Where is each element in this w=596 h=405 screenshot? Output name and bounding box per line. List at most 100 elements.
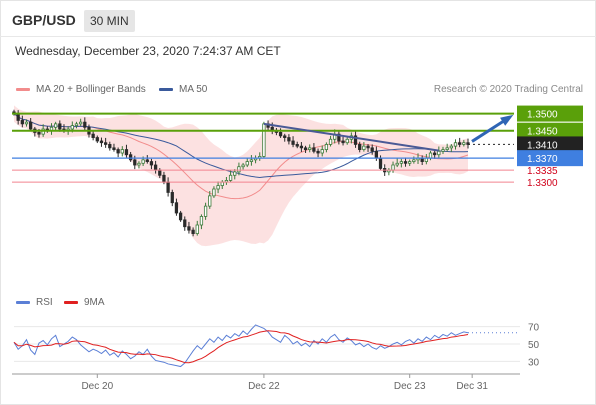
candle — [54, 121, 58, 131]
candle — [191, 227, 195, 237]
candle-body — [166, 181, 170, 193]
candle — [233, 169, 237, 180]
candle-body — [408, 161, 412, 164]
candle — [112, 143, 116, 152]
candle-body — [95, 137, 99, 142]
candle — [187, 221, 191, 234]
rsi-level-label: 30 — [528, 357, 540, 368]
rsi-line — [13, 324, 469, 368]
candle — [358, 141, 362, 153]
ma20-swatch — [16, 88, 30, 91]
candle-body — [29, 121, 33, 130]
candle-body — [20, 120, 24, 125]
candle — [83, 117, 87, 132]
research-credit: Research © 2020 Trading Central — [433, 84, 583, 95]
candle-body — [228, 174, 233, 181]
candle — [20, 115, 24, 128]
forecast-arrow-head — [500, 114, 514, 126]
candle — [74, 121, 79, 129]
candle-body — [295, 144, 299, 147]
candle-body — [283, 135, 287, 138]
candle — [108, 141, 112, 151]
candle — [203, 202, 208, 220]
candle — [399, 158, 403, 168]
price-level-label: 1.3370 — [527, 154, 558, 165]
candle-body — [391, 164, 395, 171]
candle-body — [366, 145, 370, 149]
candle-body — [162, 174, 166, 183]
candle — [362, 142, 366, 152]
chart-datetime: Wednesday, December 23, 2020 7:24:37 AM … — [15, 44, 281, 58]
rsi-level-label: 70 — [528, 323, 540, 334]
candle — [445, 143, 449, 152]
candle — [441, 146, 445, 155]
price-level-label: 1.3335 — [527, 166, 558, 177]
candle-body — [412, 159, 416, 162]
rsi-ma-swatch — [64, 301, 78, 304]
candle — [137, 161, 141, 169]
candle — [366, 144, 370, 152]
candle — [149, 158, 154, 170]
candle-body — [249, 159, 254, 162]
price-level-label-box — [517, 136, 583, 153]
candle-body — [220, 181, 224, 186]
rsi-ma-line — [13, 330, 469, 364]
candle-body — [362, 145, 366, 150]
candle-body — [108, 144, 112, 149]
rsi-ma-legend-label: 9MA — [84, 297, 105, 308]
candle-body — [187, 226, 191, 231]
candle-body — [174, 202, 179, 214]
candle — [395, 158, 399, 168]
price-level-label-box — [517, 122, 583, 139]
candle-body — [320, 149, 324, 154]
candle-body — [370, 147, 374, 152]
candle-body — [291, 140, 295, 145]
candle — [95, 135, 99, 144]
timeframe-badge[interactable]: 30 MIN — [84, 10, 135, 32]
x-axis-tick-label: Dec 22 — [248, 381, 280, 392]
candle — [29, 118, 33, 132]
candle — [116, 147, 120, 158]
candle — [324, 142, 329, 153]
candle — [437, 146, 441, 159]
candle-body — [99, 140, 104, 144]
candle-body — [299, 145, 304, 149]
candle-body — [120, 149, 124, 154]
candle — [341, 136, 345, 146]
candle-body — [395, 162, 399, 166]
candle-body — [241, 164, 245, 168]
candle-body — [341, 140, 345, 144]
ma50-swatch — [159, 88, 173, 91]
candle-body — [324, 144, 329, 150]
price-level-label-box — [517, 150, 583, 167]
candle-body — [453, 142, 458, 147]
ma50-line — [13, 113, 469, 178]
candle — [199, 214, 204, 230]
candle — [295, 141, 299, 149]
candle-body — [233, 171, 237, 176]
candle-body — [303, 147, 308, 150]
candle — [370, 144, 374, 155]
candle — [103, 137, 108, 148]
candle — [345, 137, 349, 145]
candle-body — [16, 113, 20, 121]
rsi-swatch — [16, 301, 30, 304]
candle-body — [191, 229, 195, 234]
candle-body — [262, 123, 266, 157]
candle-body — [158, 169, 162, 176]
currency-pair-title: GBP/USD — [12, 12, 76, 28]
rsi-legend-label: RSI — [36, 297, 53, 308]
candle-body — [74, 123, 79, 126]
x-axis-tick-label: Dec 31 — [456, 381, 488, 392]
candle-body — [437, 150, 441, 156]
candle-body — [374, 150, 379, 159]
candle — [287, 134, 291, 145]
legend-rsi: RSI — [16, 297, 53, 308]
candle-body — [79, 121, 83, 125]
candle-body — [137, 162, 141, 166]
candle-body — [58, 123, 62, 130]
candle-body — [70, 125, 74, 130]
candle — [241, 162, 245, 170]
candle — [308, 144, 312, 153]
